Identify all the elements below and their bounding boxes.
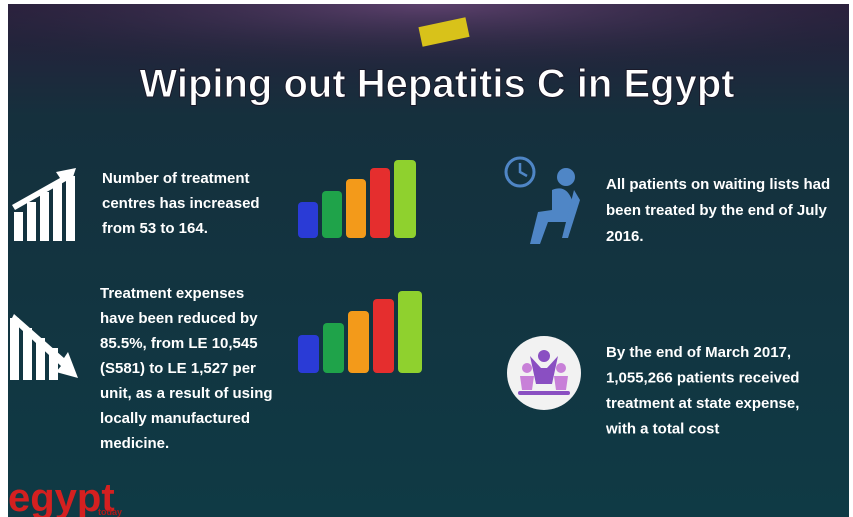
fact-line: locally manufactured: [100, 410, 250, 427]
title: Wiping out Hepatitis C in Egypt: [139, 62, 734, 106]
logo-tagline: today: [98, 507, 122, 517]
people-icon: [507, 336, 581, 410]
fact-line: 1,055,266 patients received: [606, 370, 799, 387]
fact-line: with a total cost: [605, 421, 719, 438]
page: {"title": "Wiping out Hepatitis C in Egy…: [0, 0, 853, 517]
fact-line: (S581) to LE 1,527 per: [100, 360, 256, 377]
fact-line: treatment at state expense,: [606, 395, 799, 412]
fact-line: from 53 to 164.: [102, 220, 208, 237]
fact-line: Number of treatment: [102, 170, 250, 187]
fact-line: Treatment expenses: [100, 285, 244, 302]
fact-line: medicine.: [100, 435, 169, 452]
fact-line: All patients on waiting lists had: [606, 176, 830, 193]
fact-line: 2016.: [606, 228, 644, 245]
fact-line: 85.5%, from LE 10,545: [100, 335, 258, 352]
fact-line: unit, as a result of using: [100, 385, 273, 402]
fact-line: have been reduced by: [100, 310, 258, 327]
infographic: Wiping out Hepatitis C in Egypt: [0, 0, 853, 517]
fact-line: By the end of March 2017,: [606, 344, 791, 361]
fact-line: centres has increased: [102, 195, 260, 212]
fact-line: been treated by the end of July: [606, 202, 828, 219]
